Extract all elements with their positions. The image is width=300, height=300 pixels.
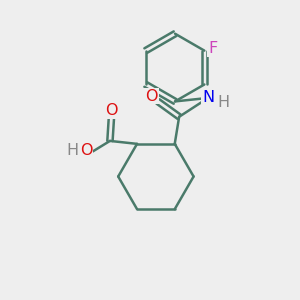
Text: H: H — [218, 95, 230, 110]
Text: O: O — [145, 89, 158, 104]
Text: O: O — [105, 103, 118, 118]
Text: F: F — [208, 41, 217, 56]
Text: O: O — [80, 143, 93, 158]
Text: N: N — [202, 90, 214, 105]
Text: H: H — [67, 143, 79, 158]
